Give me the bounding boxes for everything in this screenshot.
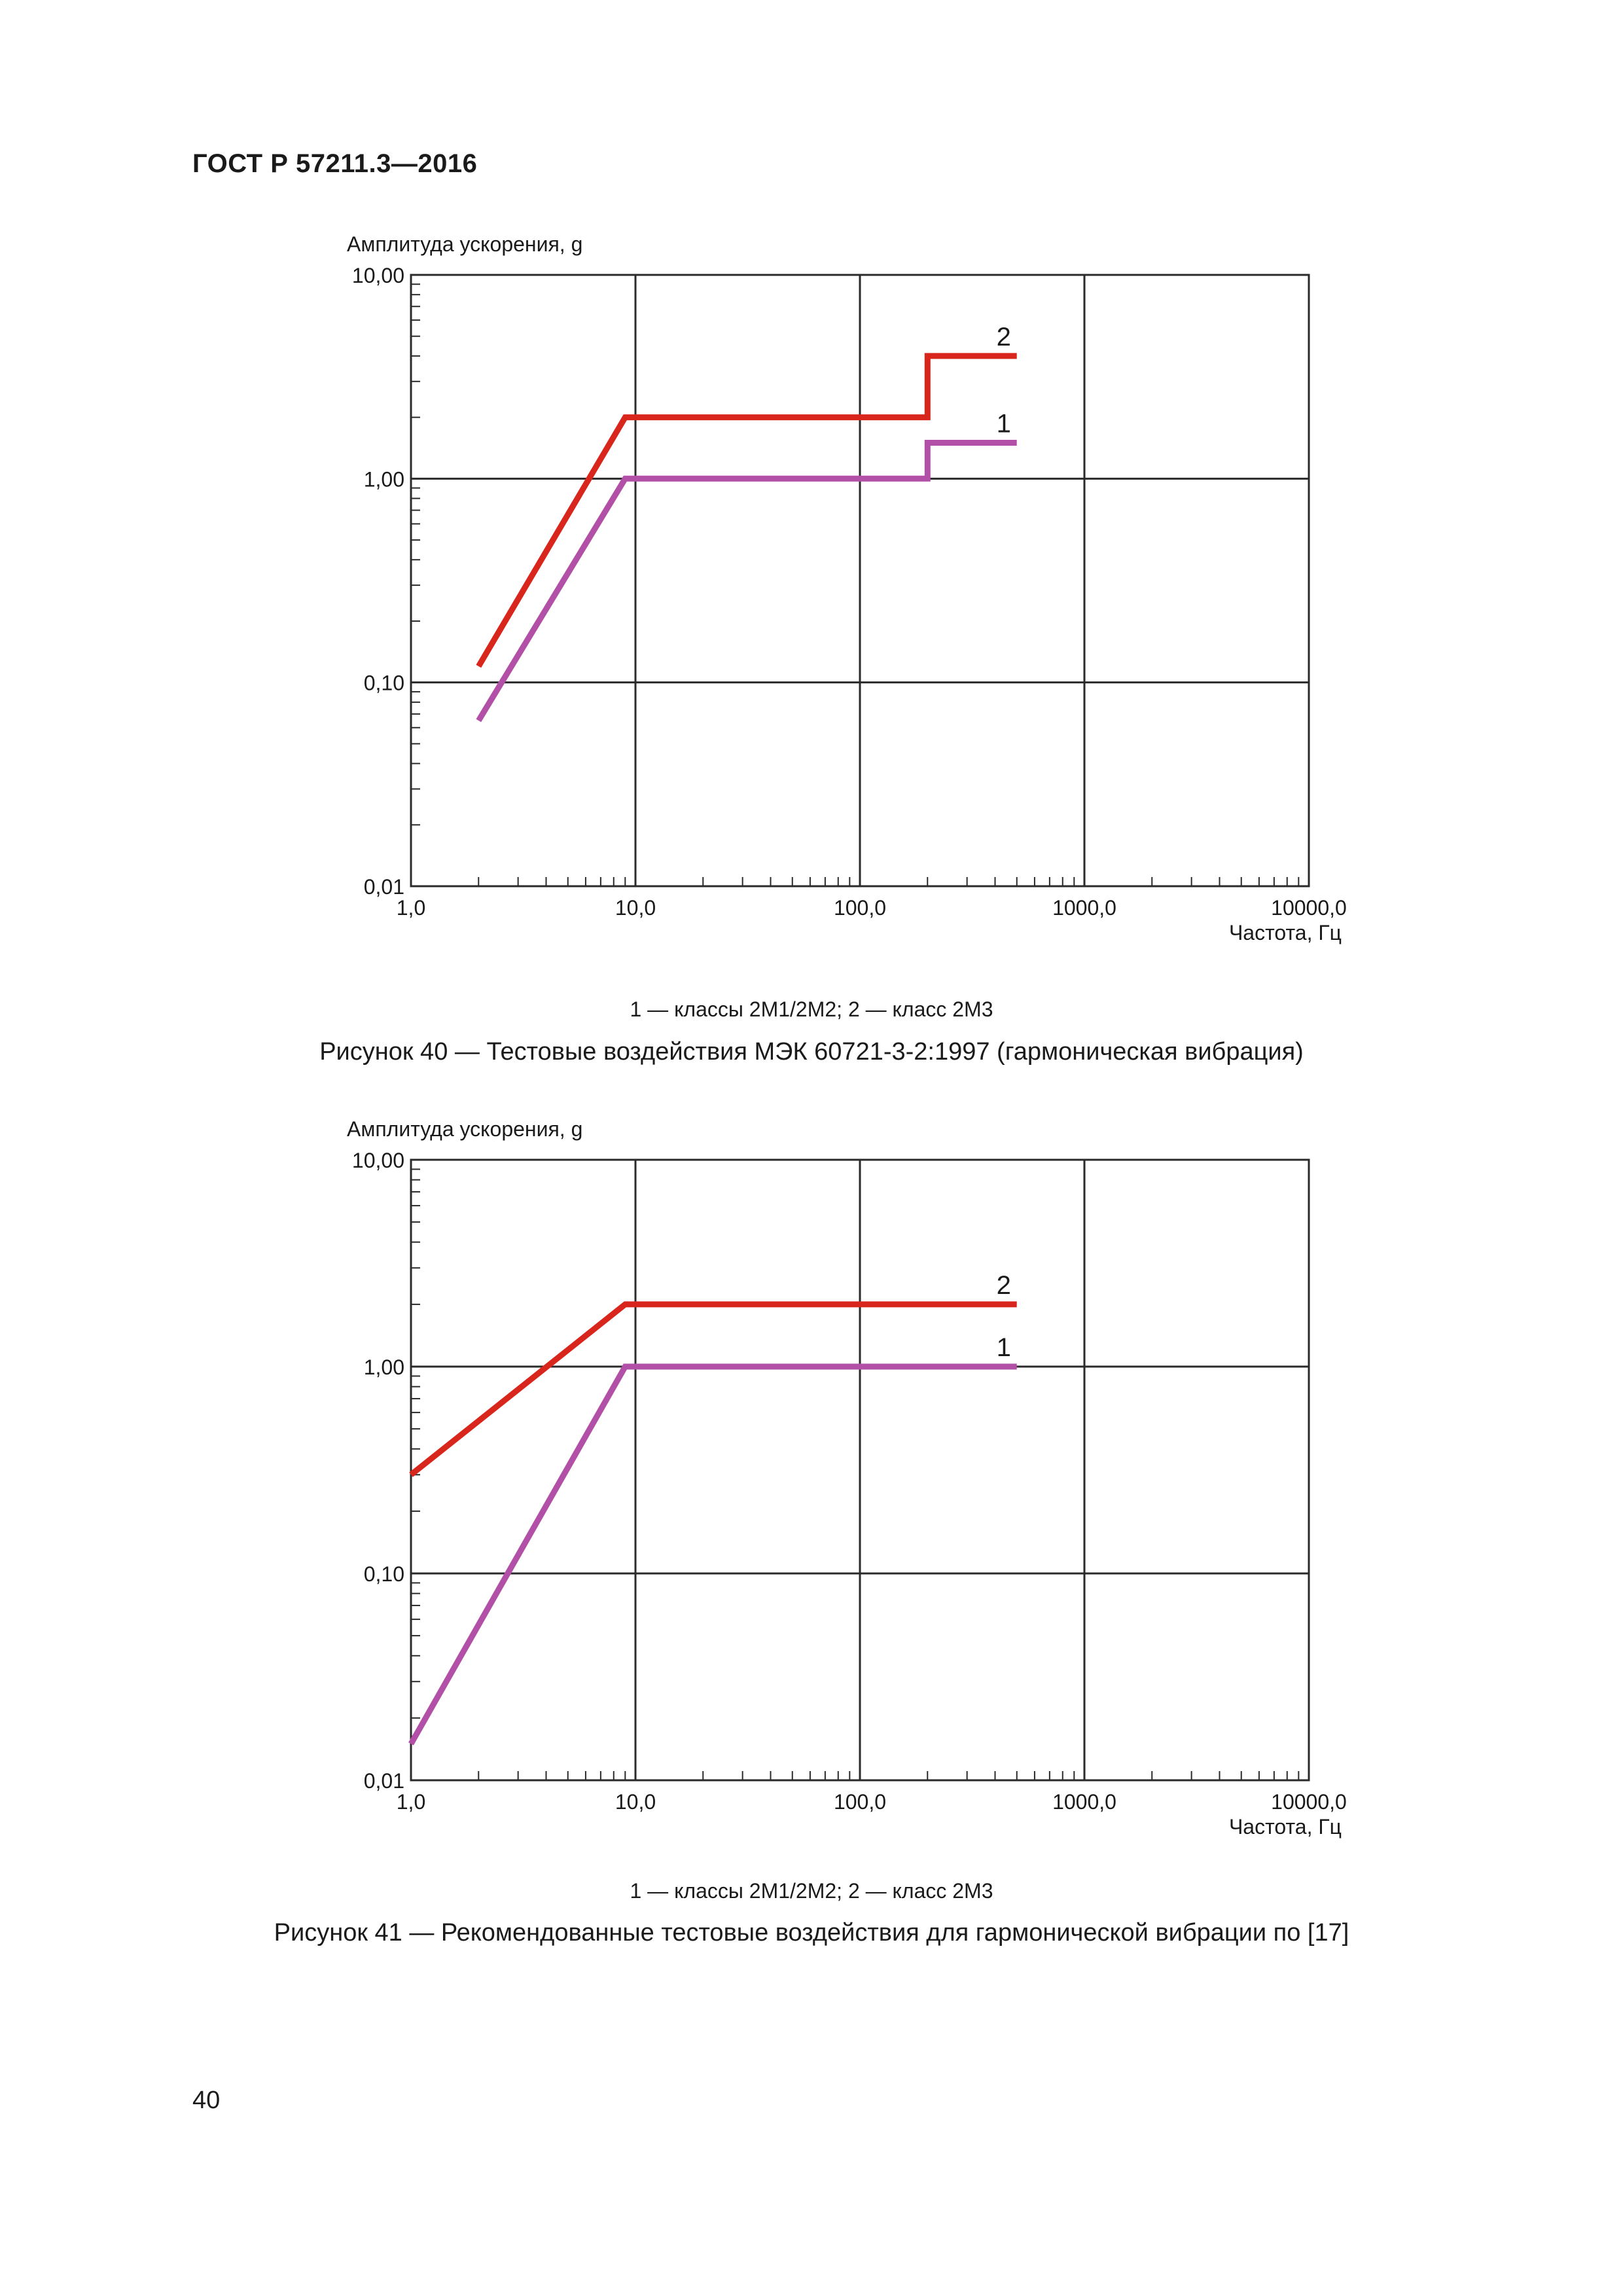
figure-caption: Рисунок 41 — Рекомендованные тестовые во… — [274, 1919, 1349, 1946]
x-tick-label: 1,0 — [397, 1790, 425, 1814]
x-axis-label: Частота, Гц — [1229, 1815, 1342, 1839]
plot-frame — [410, 274, 1310, 888]
x-axis-label: Частота, Гц — [1229, 921, 1342, 944]
x-tick-label: 10,0 — [615, 1790, 656, 1814]
series-line-2 — [476, 353, 1017, 668]
plot-frame — [410, 1158, 1310, 1782]
figure-legend: 1 — классы 2М1/2М2; 2 — класс 2М3 — [630, 997, 993, 1021]
series-label-1: 1 — [997, 1333, 1011, 1362]
x-tick-label: 100,0 — [834, 896, 886, 920]
x-tick-label: 10000,0 — [1271, 896, 1347, 920]
y-tick-label: 10,00 — [352, 264, 404, 287]
y-axis-label: Амплитуда ускорения, g — [347, 232, 582, 256]
y-axis-label: Амплитуда ускорения, g — [347, 1117, 582, 1141]
y-tick-label: 0,10 — [364, 672, 404, 695]
document-id-header: ГОСТ Р 57211.3—2016 — [192, 149, 478, 178]
x-tick-label: 1,0 — [397, 896, 425, 920]
y-tick-label: 0,10 — [364, 1562, 404, 1586]
page-number: 40 — [192, 2087, 221, 2114]
x-tick-label: 1000,0 — [1052, 896, 1116, 920]
y-tick-label: 1,00 — [364, 1355, 404, 1379]
series-line-2 — [409, 1301, 1017, 1477]
series-label-1: 1 — [997, 410, 1011, 439]
series-line-1 — [476, 440, 1017, 723]
figure-caption: Рисунок 40 — Тестовые воздействия МЭК 60… — [319, 1038, 1304, 1066]
chart-figure-40: 1,0 10,0 100,0 1000,0 10000,0 0,01 0,10 1,00 10,… — [347, 232, 1347, 944]
y-tick-label: 1,00 — [364, 467, 404, 491]
x-tick-label: 100,0 — [834, 1790, 886, 1814]
chart-figure-41: 1,0 10,0 100,0 1000,0 10000,0 0,01 0,10 1,00 10,… — [347, 1117, 1347, 1839]
series-line-1 — [408, 1363, 1017, 1746]
x-tick-label: 10000,0 — [1271, 1790, 1347, 1814]
x-tick-label: 1000,0 — [1052, 1790, 1116, 1814]
series-label-2: 2 — [997, 1271, 1011, 1300]
x-tick-label: 10,0 — [615, 896, 656, 920]
figure-legend: 1 — классы 2М1/2М2; 2 — класс 2М3 — [630, 1879, 993, 1903]
series-label-2: 2 — [997, 323, 1011, 351]
y-tick-label: 10,00 — [352, 1149, 404, 1172]
y-tick-label: 0,01 — [364, 1769, 404, 1793]
y-tick-label: 0,01 — [364, 875, 404, 899]
